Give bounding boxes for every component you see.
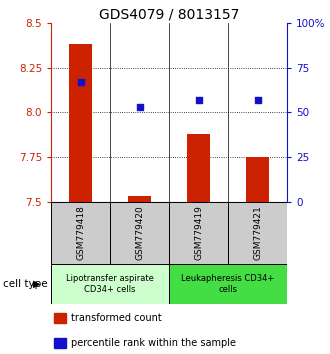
Point — [196, 97, 201, 103]
Text: percentile rank within the sample: percentile rank within the sample — [71, 338, 236, 348]
Bar — [110, 202, 169, 264]
Text: GSM779421: GSM779421 — [253, 205, 262, 260]
Text: Lipotransfer aspirate
CD34+ cells: Lipotransfer aspirate CD34+ cells — [66, 274, 154, 294]
Point — [78, 79, 83, 85]
Text: Leukapheresis CD34+
cells: Leukapheresis CD34+ cells — [182, 274, 275, 294]
Title: GDS4079 / 8013157: GDS4079 / 8013157 — [99, 8, 239, 22]
Bar — [53, 338, 66, 348]
Text: transformed count: transformed count — [71, 313, 162, 323]
Bar — [53, 313, 66, 323]
Text: GSM779419: GSM779419 — [194, 205, 203, 260]
Bar — [228, 202, 287, 264]
Bar — [51, 264, 169, 304]
Text: ▶: ▶ — [33, 279, 41, 289]
Text: GSM779418: GSM779418 — [76, 205, 85, 260]
Bar — [246, 157, 269, 202]
Bar — [69, 45, 92, 202]
Text: GSM779420: GSM779420 — [135, 205, 144, 260]
Text: cell type: cell type — [3, 279, 48, 289]
Bar — [169, 264, 287, 304]
Bar — [51, 202, 110, 264]
Point — [255, 97, 260, 103]
Bar — [169, 202, 228, 264]
Point — [137, 104, 142, 110]
Bar — [128, 196, 151, 202]
Bar — [187, 134, 211, 202]
